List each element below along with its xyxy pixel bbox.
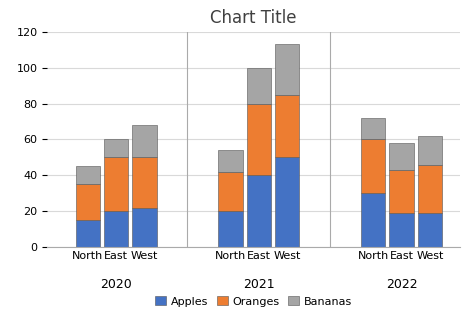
Legend: Apples, Oranges, Bananas: Apples, Oranges, Bananas	[151, 292, 356, 311]
Bar	[76, 220, 100, 247]
Bar	[104, 158, 128, 211]
Bar	[76, 184, 100, 220]
Bar	[219, 150, 243, 172]
Bar	[132, 125, 156, 158]
Bar	[247, 175, 271, 247]
Bar	[418, 165, 442, 213]
Text: 2020: 2020	[100, 278, 132, 291]
Bar	[132, 158, 156, 208]
Text: 2022: 2022	[386, 278, 417, 291]
Bar	[76, 166, 100, 184]
Text: 2021: 2021	[243, 278, 274, 291]
Bar	[361, 193, 385, 247]
Bar	[104, 139, 128, 158]
Bar	[219, 172, 243, 211]
Bar	[275, 158, 299, 247]
Bar	[219, 211, 243, 247]
Bar	[390, 213, 414, 247]
Bar	[390, 143, 414, 170]
Bar	[104, 211, 128, 247]
Bar	[275, 94, 299, 158]
Bar	[247, 104, 271, 175]
Bar	[247, 68, 271, 104]
Bar	[361, 139, 385, 193]
Bar	[418, 136, 442, 165]
Bar	[390, 170, 414, 213]
Bar	[275, 44, 299, 94]
Bar	[361, 118, 385, 139]
Bar	[132, 208, 156, 247]
Bar	[418, 213, 442, 247]
Title: Chart Title: Chart Title	[210, 10, 297, 27]
